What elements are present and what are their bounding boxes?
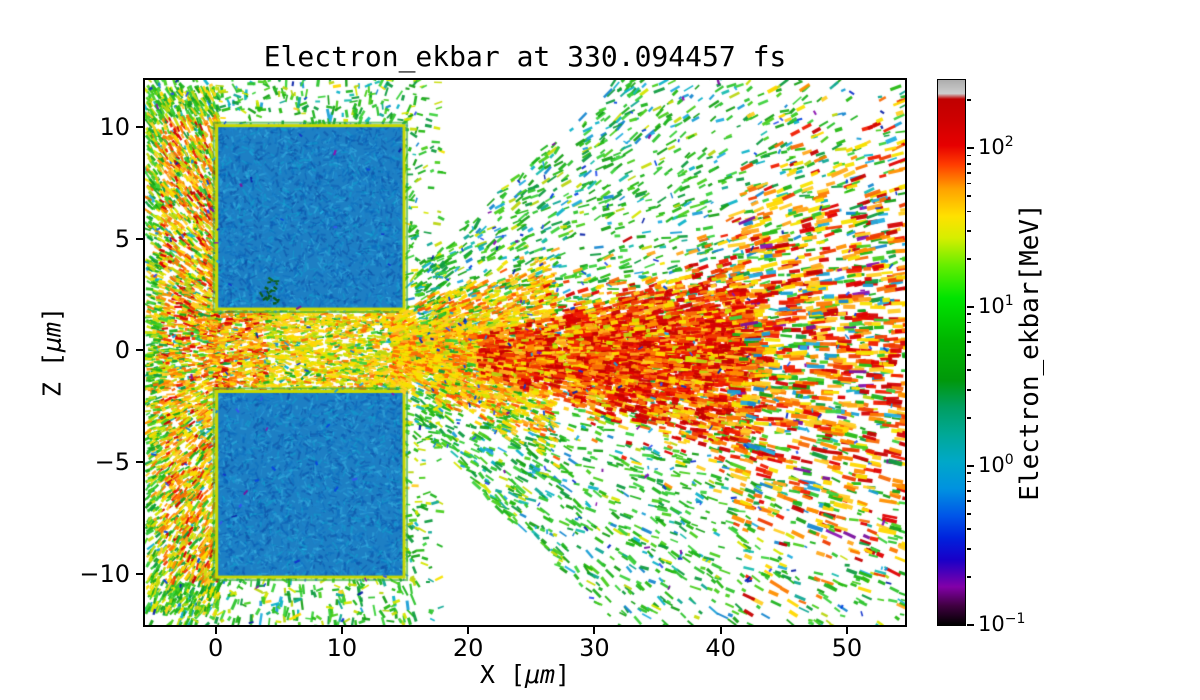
- y-tick-label: −5: [94, 447, 130, 476]
- x-tick-mark: [467, 627, 470, 634]
- colorbar-minor-tick-mark: [967, 389, 971, 392]
- x-tick-mark: [845, 627, 848, 634]
- y-tick-label: 0: [114, 336, 130, 365]
- x-tick-mark: [593, 627, 596, 634]
- colorbar-tick-mark: [967, 306, 974, 308]
- y-tick-label: 5: [114, 224, 130, 253]
- colorbar-tick-label: 101: [978, 293, 1014, 319]
- x-tick-mark: [340, 627, 343, 634]
- colorbar-minor-tick-mark: [967, 489, 971, 492]
- colorbar-minor-tick-mark: [967, 321, 971, 324]
- y-tick-mark: [136, 349, 143, 352]
- y-axis-label-suffix: ]: [37, 306, 67, 322]
- colorbar-minor-tick-mark: [967, 354, 971, 356]
- x-axis-label-suffix: ]: [555, 660, 571, 689]
- colorbar-tick-mark: [967, 465, 974, 467]
- x-tick-label: 20: [452, 634, 484, 662]
- colorbar-minor-tick-mark: [967, 369, 971, 372]
- colorbar-minor-tick-mark: [967, 313, 971, 316]
- y-tick-mark: [136, 237, 143, 240]
- colorbar-minor-tick-mark: [967, 341, 971, 344]
- x-tick-label: 40: [705, 634, 736, 662]
- y-axis-label: Z [μm]: [38, 307, 67, 397]
- colorbar-minor-tick-mark: [967, 528, 971, 531]
- y-tick-mark: [136, 460, 143, 463]
- colorbar-minor-tick-mark: [967, 195, 971, 197]
- plot-area: [145, 80, 905, 625]
- y-tick-label: 10: [99, 112, 130, 141]
- colorbar-label: Electron_ekbar[MeV]: [1015, 203, 1045, 501]
- y-axis-label-prefix: Z [: [37, 352, 67, 398]
- y-tick-label: −10: [79, 559, 130, 588]
- colorbar-minor-tick-mark: [967, 258, 971, 261]
- colorbar-minor-tick-mark: [967, 162, 971, 165]
- colorbar-minor-tick-mark: [967, 417, 971, 420]
- colorbar-minor-tick-mark: [967, 230, 971, 233]
- chart-title: Electron_ekbar at 330.094457 fs: [263, 40, 787, 73]
- x-axis-label-unit: μm: [524, 660, 556, 689]
- y-axis-label-unit: μm: [37, 321, 67, 353]
- colorbar-tick-mark: [967, 624, 974, 626]
- colorbar-tick-label: 10−1: [978, 611, 1026, 636]
- colorbar-minor-tick-mark: [967, 576, 971, 578]
- colorbar-tick-label: 100: [978, 452, 1014, 478]
- colorbar-minor-tick-mark: [967, 210, 971, 213]
- colorbar-minor-tick-mark: [967, 548, 971, 550]
- colorbar-minor-tick-mark: [967, 171, 971, 174]
- x-tick-mark: [719, 627, 722, 634]
- colorbar-minor-tick-mark: [967, 330, 971, 333]
- x-tick-label: 0: [208, 634, 224, 662]
- colorbar-minor-tick-mark: [967, 182, 971, 185]
- colorbar-tick-label: 102: [978, 134, 1014, 160]
- colorbar: [937, 79, 966, 626]
- y-tick-mark: [136, 125, 143, 128]
- colorbar-minor-tick-mark: [967, 99, 971, 102]
- x-axis-label: X [μm]: [480, 660, 570, 689]
- x-tick-label: 10: [326, 634, 358, 662]
- heatmap-canvas: [145, 80, 905, 625]
- colorbar-minor-tick-mark: [967, 512, 971, 515]
- y-tick-mark: [136, 572, 143, 575]
- colorbar-gradient: [938, 80, 965, 625]
- colorbar-minor-tick-mark: [967, 480, 971, 483]
- colorbar-tick-mark: [967, 147, 974, 150]
- colorbar-minor-tick-mark: [967, 472, 971, 475]
- x-axis-label-prefix: X [: [479, 660, 525, 689]
- colorbar-minor-tick-mark: [967, 154, 971, 157]
- x-tick-label: 30: [579, 634, 610, 662]
- x-tick-mark: [214, 627, 217, 634]
- colorbar-minor-tick-mark: [967, 500, 971, 503]
- x-tick-label: 50: [831, 634, 863, 662]
